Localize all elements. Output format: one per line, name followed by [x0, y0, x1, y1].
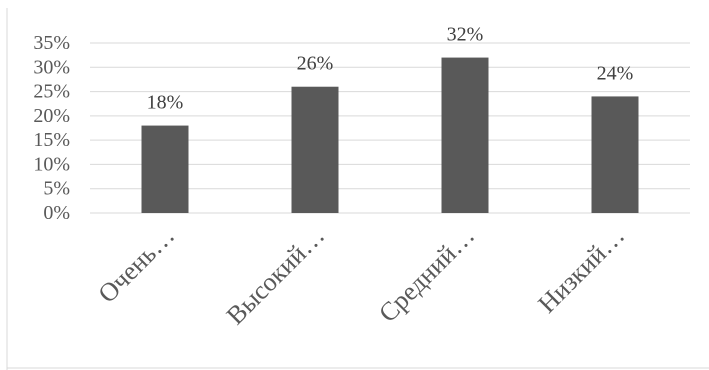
x-category-label: Средний…	[373, 221, 480, 328]
data-labels: 18% 26% 32% 24%	[147, 24, 634, 114]
data-label: 18%	[147, 92, 184, 114]
data-label: 24%	[597, 62, 634, 84]
x-axis-categories: Очень… Высокий… Средний… Низкий…	[92, 221, 630, 330]
y-tick-label: 15%	[33, 129, 70, 151]
y-tick-label: 35%	[33, 32, 70, 54]
bar	[591, 96, 639, 213]
gridlines	[90, 42, 690, 214]
y-axis-ticks: 0%5% 10%15%20%25% 30%35%	[33, 32, 70, 224]
y-tick-label: 20%	[33, 105, 70, 127]
y-tick-label: 25%	[33, 81, 70, 103]
y-tick-label: 0%	[43, 202, 70, 224]
y-tick-label: 30%	[33, 56, 70, 78]
data-label: 32%	[447, 24, 484, 46]
x-category-label: Высокий…	[221, 221, 330, 330]
y-tick-label: 10%	[33, 153, 70, 175]
bar	[441, 57, 489, 214]
data-label: 26%	[297, 53, 334, 75]
bar	[291, 86, 339, 213]
x-category-label: Очень…	[92, 221, 180, 309]
bars	[141, 57, 639, 214]
y-tick-label: 5%	[43, 178, 70, 200]
chart-frame	[6, 8, 709, 370]
x-category-label: Низкий…	[532, 221, 630, 319]
bar	[141, 125, 189, 213]
